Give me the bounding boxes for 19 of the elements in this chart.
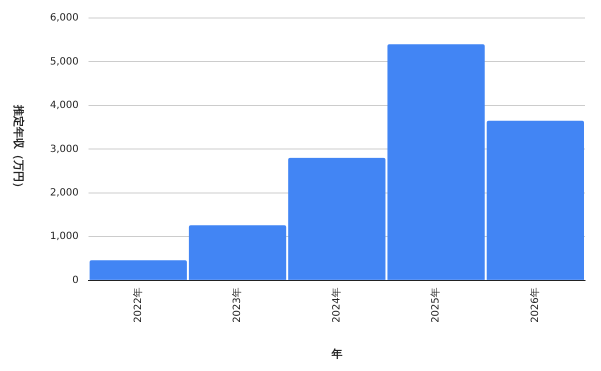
y-tick-label: 5,000: [50, 56, 79, 68]
y-tick-label: 4,000: [50, 100, 79, 112]
bar: [188, 225, 286, 280]
x-tick-label: 2024年: [330, 287, 342, 323]
bar: [486, 120, 584, 280]
y-tick-label: 1,000: [50, 231, 79, 242]
x-tick-label: 2022年: [132, 287, 144, 323]
x-tick-label: 2026年: [528, 287, 541, 323]
bar: [90, 260, 187, 280]
y-axis-title: 推定年収（万円）: [12, 104, 26, 194]
x-axis-title: 年: [330, 347, 342, 360]
y-tick-label: 2,000: [50, 187, 79, 198]
x-tick-label: 2025年: [430, 287, 442, 323]
y-tick-label: 3,000: [50, 144, 79, 155]
y-tick-label: 6,000: [50, 12, 79, 24]
bar: [288, 158, 386, 280]
y-tick-label: 0: [72, 274, 79, 286]
bar: [387, 44, 485, 280]
x-tick-label: 2023年: [231, 287, 244, 323]
